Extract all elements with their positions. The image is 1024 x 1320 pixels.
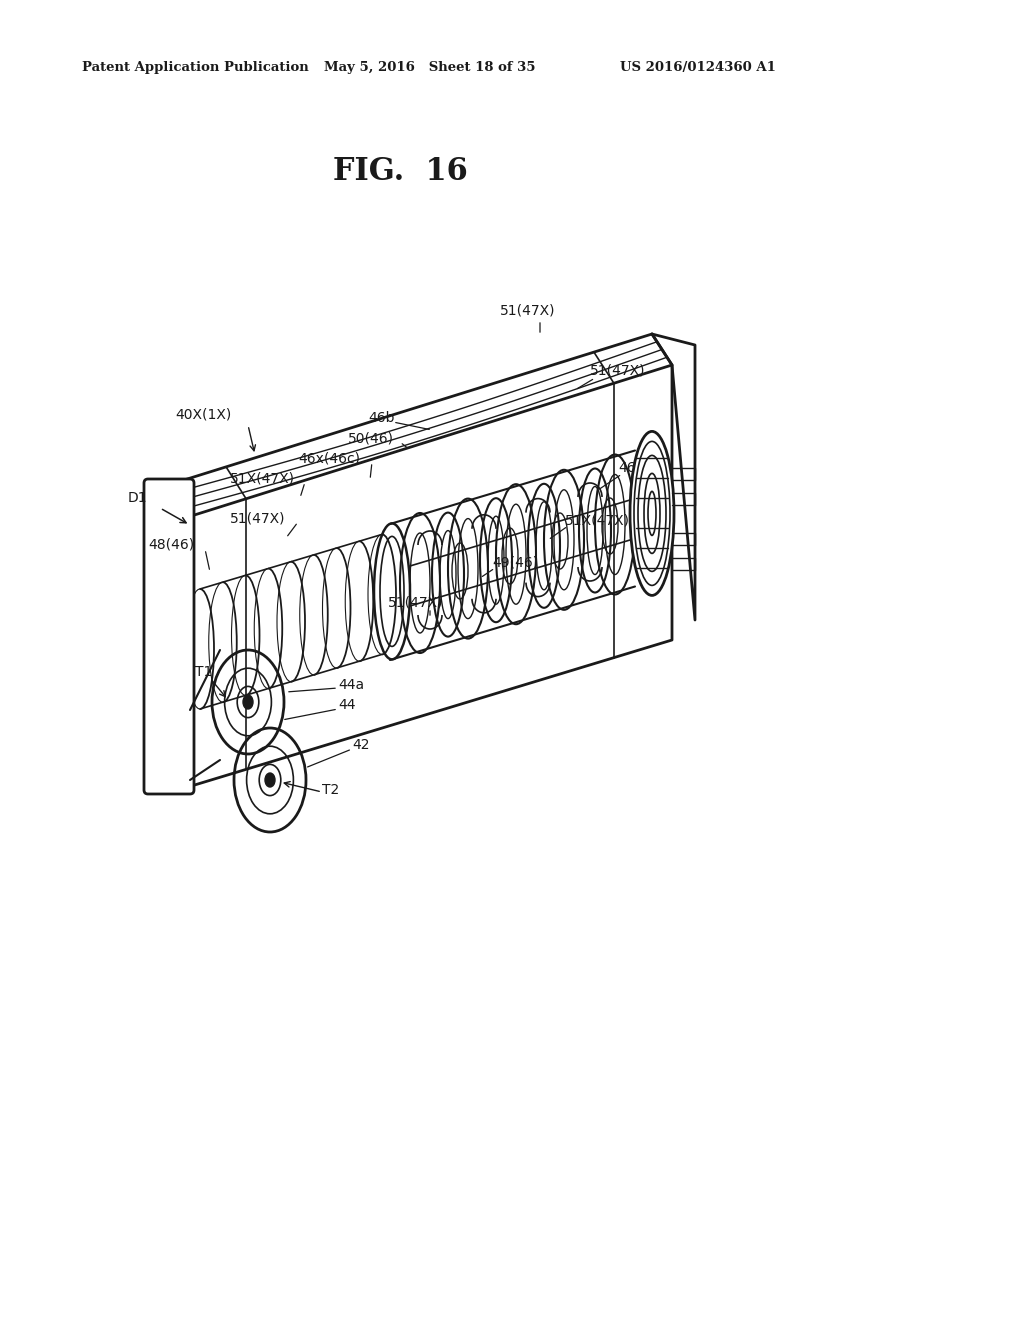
Text: 42: 42 — [352, 738, 370, 752]
Text: T2: T2 — [322, 783, 339, 797]
Text: 46b: 46b — [368, 411, 394, 425]
Ellipse shape — [630, 432, 674, 595]
Text: D1: D1 — [128, 491, 147, 506]
Text: 40X(1X): 40X(1X) — [175, 408, 231, 422]
Text: FIG.  16: FIG. 16 — [333, 157, 467, 187]
Text: 44: 44 — [338, 698, 355, 711]
Text: T1: T1 — [195, 665, 212, 678]
FancyBboxPatch shape — [144, 479, 194, 795]
Ellipse shape — [265, 774, 275, 787]
Text: 46x(46c): 46x(46c) — [298, 451, 360, 465]
Text: 44a: 44a — [338, 678, 365, 692]
Text: 49(46): 49(46) — [492, 554, 539, 569]
Text: 51(47X): 51(47X) — [590, 363, 645, 378]
Ellipse shape — [243, 696, 253, 709]
Text: 51X(47X): 51X(47X) — [565, 513, 630, 527]
Text: 50(46): 50(46) — [348, 432, 394, 445]
Text: 51(47X): 51(47X) — [500, 304, 555, 317]
Text: 48(46): 48(46) — [148, 539, 195, 552]
Text: 51X(47X): 51X(47X) — [230, 471, 295, 484]
Text: Patent Application Publication: Patent Application Publication — [82, 62, 309, 74]
Text: 51(47X): 51(47X) — [230, 511, 286, 525]
Text: 46a: 46a — [618, 461, 644, 475]
Text: US 2016/0124360 A1: US 2016/0124360 A1 — [620, 62, 776, 74]
Text: May 5, 2016   Sheet 18 of 35: May 5, 2016 Sheet 18 of 35 — [325, 62, 536, 74]
Text: 51(47X): 51(47X) — [388, 595, 443, 609]
